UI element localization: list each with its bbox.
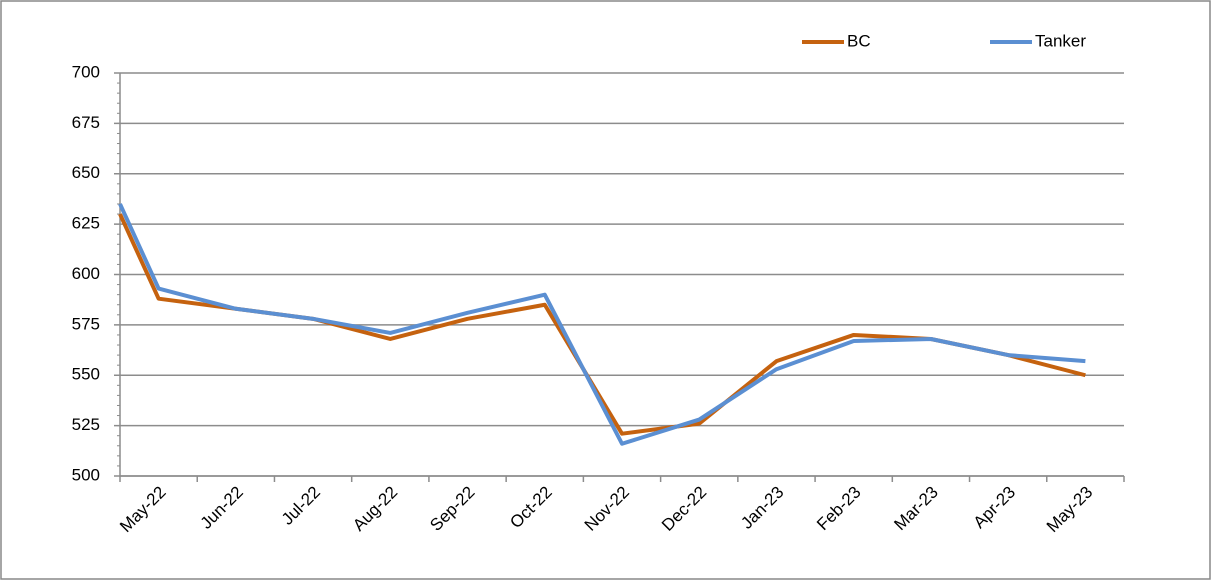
y-tick-label: 650 <box>72 163 100 182</box>
y-tick-label: 525 <box>72 415 100 434</box>
legend-label: BC <box>847 31 871 50</box>
y-tick-label: 675 <box>72 113 100 132</box>
y-tick-label: 700 <box>72 62 100 81</box>
line-series <box>118 203 1086 446</box>
y-tick-label: 550 <box>72 365 100 384</box>
y-tick-label: 500 <box>72 465 100 484</box>
y-tick-label: 575 <box>72 314 100 333</box>
y-tick-label: 625 <box>72 214 100 233</box>
legend-label: Tanker <box>1035 31 1086 50</box>
y-tick-label: 600 <box>72 264 100 283</box>
